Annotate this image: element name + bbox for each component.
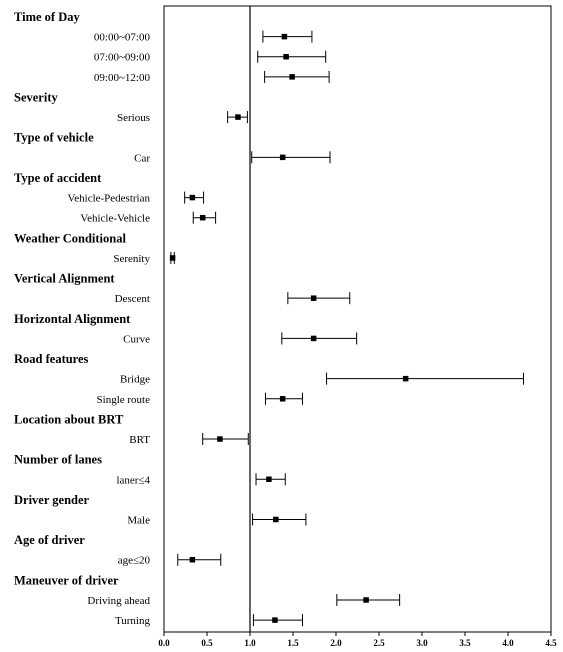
item-label: age≤20 bbox=[118, 555, 151, 567]
item-label: 09:00~12:00 bbox=[94, 72, 151, 84]
item-label: 00:00~07:00 bbox=[94, 32, 151, 44]
item-label: Male bbox=[127, 515, 150, 527]
item-label: Bridge bbox=[120, 374, 150, 386]
point-estimate bbox=[273, 516, 279, 523]
item-label: Vehicle-Pedestrian bbox=[68, 193, 151, 205]
plot-frame bbox=[163, 5, 552, 633]
point-estimate bbox=[289, 74, 295, 80]
estimate-row bbox=[169, 251, 176, 264]
point-estimate bbox=[402, 375, 409, 382]
estimate-row bbox=[192, 211, 217, 224]
group-label: Type of vehicle bbox=[14, 131, 94, 145]
x-tick-label: 0.0 bbox=[158, 638, 170, 648]
item-label: Single route bbox=[97, 394, 151, 406]
item-label: Driving ahead bbox=[87, 595, 150, 607]
point-estimate bbox=[266, 476, 272, 483]
point-estimate bbox=[363, 597, 369, 603]
estimate-row bbox=[264, 392, 303, 405]
axes bbox=[163, 5, 552, 633]
group-label: Type of accident bbox=[14, 171, 102, 185]
x-tick-label: 2.5 bbox=[373, 638, 385, 648]
estimate-row bbox=[177, 553, 222, 566]
estimate-row bbox=[257, 50, 327, 63]
x-axis-ticks: 0.0 0.5 1.0 1.5 2.0 2.5 3.0 3.5 4.0 4.5 bbox=[158, 632, 557, 648]
point-estimate bbox=[217, 436, 223, 442]
x-tick-label: 1.0 bbox=[244, 638, 256, 648]
item-label: Descent bbox=[115, 293, 150, 305]
estimate-row bbox=[227, 111, 248, 124]
group-label: Road features bbox=[14, 352, 89, 366]
group-label: Location about BRT bbox=[14, 412, 124, 426]
group-label: Vertical Alignment bbox=[14, 272, 115, 286]
row-labels: Time of Day 00:00~07:00 07:00~09:00 09:00~1… bbox=[14, 10, 150, 627]
group-label: Time of Day bbox=[14, 10, 80, 24]
group-label: Severity bbox=[14, 90, 58, 104]
x-tick-label: 3.0 bbox=[416, 638, 428, 648]
estimate-row bbox=[252, 614, 303, 627]
point-estimate bbox=[283, 53, 289, 60]
estimate-row bbox=[281, 332, 358, 345]
group-label: Driver gender bbox=[14, 493, 90, 507]
x-tick-label: 1.5 bbox=[287, 638, 299, 648]
point-estimate bbox=[235, 114, 241, 120]
group-label: Maneuver of driver bbox=[14, 573, 119, 587]
estimate-marks bbox=[169, 30, 524, 627]
item-label: Turning bbox=[115, 615, 151, 627]
point-estimate bbox=[199, 214, 206, 221]
x-tick-label: 4.0 bbox=[502, 638, 514, 648]
x-tick-label: 2.0 bbox=[330, 638, 342, 648]
point-estimate bbox=[310, 335, 317, 342]
item-label: BRT bbox=[129, 434, 150, 446]
estimate-row bbox=[202, 433, 249, 446]
item-label: Vehicle-Vehicle bbox=[80, 213, 150, 225]
point-estimate bbox=[189, 194, 196, 201]
item-label: laner≤4 bbox=[116, 474, 150, 486]
x-tick-label: 0.5 bbox=[201, 638, 213, 648]
estimate-row bbox=[264, 70, 330, 83]
point-estimate bbox=[281, 33, 288, 40]
estimate-row bbox=[287, 292, 351, 305]
group-label: Number of lanes bbox=[14, 453, 102, 467]
estimate-row bbox=[251, 151, 331, 164]
estimate-row bbox=[336, 593, 401, 606]
point-estimate bbox=[279, 396, 286, 402]
x-tick-label: 3.5 bbox=[459, 638, 471, 648]
point-estimate bbox=[189, 556, 196, 563]
group-label: Age of driver bbox=[14, 533, 85, 547]
item-label: Serenity bbox=[113, 253, 150, 265]
estimate-row bbox=[184, 191, 205, 204]
group-label: Weather Conditional bbox=[14, 231, 126, 245]
estimate-row bbox=[326, 372, 524, 385]
x-tick-label: 4.5 bbox=[545, 638, 557, 648]
item-label: Serious bbox=[117, 112, 150, 124]
point-estimate bbox=[279, 154, 286, 161]
point-estimate bbox=[169, 255, 176, 261]
item-label: Curve bbox=[123, 333, 150, 345]
point-estimate bbox=[310, 295, 317, 301]
estimate-row bbox=[252, 513, 307, 526]
group-label: Horizontal Alignment bbox=[14, 312, 131, 326]
estimate-row bbox=[255, 473, 286, 486]
point-estimate bbox=[272, 617, 278, 623]
item-label: Car bbox=[134, 152, 150, 164]
item-label: 07:00~09:00 bbox=[94, 52, 151, 64]
estimate-row bbox=[262, 30, 313, 43]
